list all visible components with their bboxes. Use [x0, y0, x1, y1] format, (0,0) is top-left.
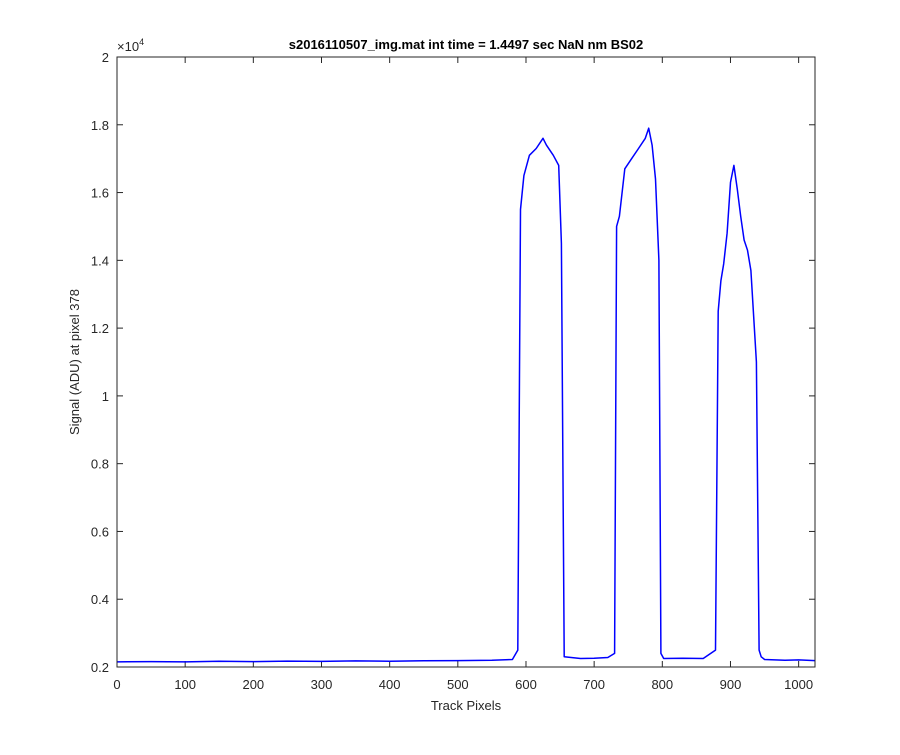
y-tick-label: 1.8: [91, 118, 109, 133]
x-tick-label: 200: [242, 677, 264, 692]
y-exponent-power: 4: [139, 37, 144, 47]
x-tick-label: 700: [583, 677, 605, 692]
x-tick-label: 600: [515, 677, 537, 692]
axes-box: [116, 56, 816, 668]
y-tick-label: 0.4: [91, 592, 109, 607]
x-tick-label: 1000: [784, 677, 813, 692]
y-tick-label: 2: [102, 50, 109, 65]
y-tick-label: 0.6: [91, 524, 109, 539]
y-exponent-label: ×104: [117, 37, 144, 54]
y-tick-label: 1.2: [91, 321, 109, 336]
x-tick-label: 400: [379, 677, 401, 692]
y-tick-label: 1.4: [91, 253, 109, 268]
x-tick-label: 800: [651, 677, 673, 692]
y-exponent-base: ×10: [117, 39, 139, 54]
x-tick-label: 500: [447, 677, 469, 692]
y-tick-label: 1.6: [91, 186, 109, 201]
y-tick-label: 0.2: [91, 660, 109, 675]
series-line: [116, 127, 816, 663]
x-tick-label: 0: [113, 677, 120, 692]
x-tick-label: 300: [311, 677, 333, 692]
y-tick-label: 1: [102, 389, 109, 404]
chart-title: s2016110507_img.mat int time = 1.4497 se…: [289, 37, 643, 52]
y-tick-label: 0.8: [91, 457, 109, 472]
x-tick-label: 100: [174, 677, 196, 692]
x-axis-label: Track Pixels: [431, 698, 502, 713]
x-tick-label: 900: [720, 677, 742, 692]
y-axis-label: Signal (ADU) at pixel 378: [67, 289, 82, 435]
plot-area: [117, 57, 815, 667]
